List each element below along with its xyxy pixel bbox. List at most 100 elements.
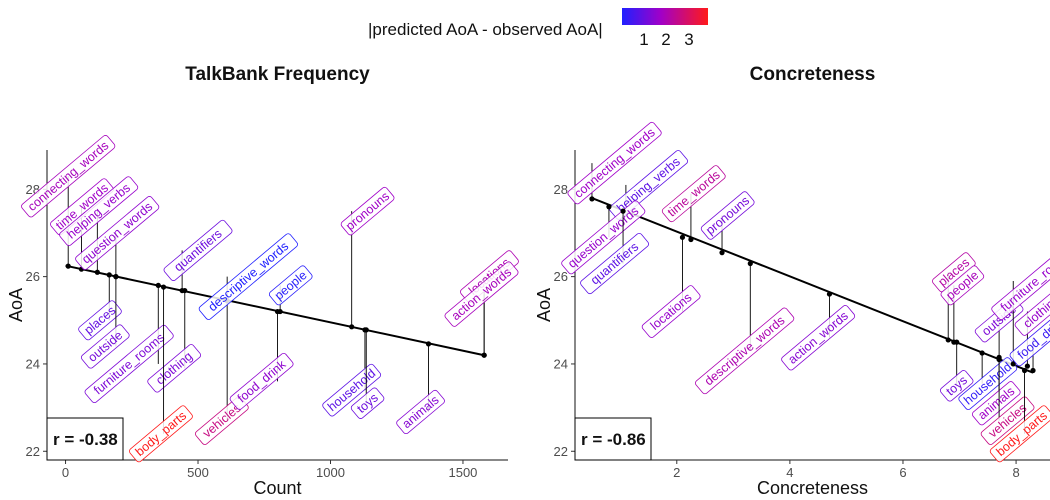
legend-tick-1: 1 bbox=[639, 30, 649, 49]
point-label-box bbox=[84, 324, 174, 403]
point-label-box bbox=[59, 176, 139, 246]
correlation-box-frame bbox=[574, 417, 652, 461]
point-label-text: quantifiers bbox=[171, 227, 224, 275]
point-label: pronouns bbox=[340, 186, 395, 236]
x-tick-label: 500 bbox=[187, 465, 209, 480]
point-label: pronouns bbox=[700, 191, 755, 240]
data-point bbox=[620, 208, 626, 214]
point-label: people bbox=[268, 265, 313, 306]
data-point bbox=[1010, 361, 1016, 367]
x-tick-label: 4 bbox=[786, 465, 793, 480]
chart-title: TalkBank Frequency bbox=[185, 64, 370, 85]
point-label-box bbox=[580, 232, 650, 295]
point-label-text: time_words bbox=[665, 168, 723, 220]
point-label-box bbox=[980, 396, 1035, 445]
data-point bbox=[747, 260, 753, 267]
color-legend: |predicted AoA - observed AoA| 1 2 3 bbox=[0, 0, 1050, 50]
x-tick-label: 8 bbox=[1012, 465, 1019, 480]
point-label-box bbox=[641, 285, 701, 338]
point-label: descriptive_words bbox=[695, 307, 795, 395]
x-tick-label: 1500 bbox=[448, 465, 477, 480]
legend-color-bar bbox=[622, 8, 708, 25]
y-axis-title: AoA bbox=[534, 288, 554, 322]
x-tick-label: 6 bbox=[899, 465, 906, 480]
y-tick-label: 22 bbox=[26, 444, 40, 459]
x-axis-title: Count bbox=[253, 478, 301, 498]
x-axis-title: Concreteness bbox=[757, 478, 868, 498]
data-point bbox=[1021, 367, 1028, 374]
point-label-text: descriptive_words bbox=[702, 313, 788, 388]
data-point bbox=[1024, 363, 1030, 369]
point-label-box bbox=[129, 405, 193, 463]
legend-tick-2: 2 bbox=[661, 30, 671, 49]
point-label-text: action_words bbox=[785, 309, 850, 367]
point-label-box bbox=[700, 191, 755, 240]
data-point bbox=[945, 337, 951, 343]
data-point bbox=[606, 204, 612, 210]
correlation-value: r = -0.86 bbox=[581, 430, 646, 449]
data-point bbox=[182, 287, 188, 294]
point-label-box bbox=[989, 405, 1050, 463]
point-label-box bbox=[198, 233, 298, 320]
legend-tick-3: 3 bbox=[684, 30, 694, 49]
y-tick-label: 26 bbox=[554, 269, 568, 284]
point-label: animals bbox=[396, 389, 445, 435]
point-label-box bbox=[80, 324, 130, 369]
point-label-box bbox=[21, 135, 116, 218]
point-label-box bbox=[75, 196, 160, 270]
point-label-box bbox=[567, 121, 662, 205]
data-point bbox=[996, 356, 1002, 363]
data-point bbox=[719, 250, 725, 256]
data-point bbox=[65, 263, 71, 269]
point-label-text: locations bbox=[648, 290, 695, 332]
point-label-box bbox=[340, 186, 395, 236]
point-label-box bbox=[163, 219, 233, 281]
point-label-text: pronouns bbox=[343, 189, 392, 233]
point-label-box bbox=[991, 241, 1050, 321]
point-label-box bbox=[268, 265, 313, 306]
data-point bbox=[1030, 367, 1036, 374]
point-label-box bbox=[561, 200, 646, 275]
point-label-box bbox=[971, 381, 1021, 426]
point-label: quantifiers bbox=[163, 219, 233, 281]
data-point bbox=[589, 196, 595, 202]
point-label-box bbox=[661, 165, 726, 223]
point-label-box bbox=[444, 261, 519, 327]
legend-title: |predicted AoA - observed AoA| bbox=[368, 20, 603, 39]
point-label-text: animals bbox=[400, 393, 442, 431]
x-tick-label: 1000 bbox=[316, 465, 345, 480]
data-point bbox=[160, 284, 167, 290]
point-label: action_words bbox=[444, 261, 519, 327]
point-label-text: clothing bbox=[153, 349, 195, 387]
point-label-box bbox=[609, 150, 688, 220]
y-tick-label: 22 bbox=[554, 444, 568, 459]
x-tick-label: 2 bbox=[673, 465, 680, 480]
point-label-box bbox=[781, 305, 856, 371]
point-label-box bbox=[229, 352, 294, 410]
data-point bbox=[274, 308, 281, 315]
correlation-box: r = -0.38 bbox=[46, 417, 124, 461]
y-tick-label: 26 bbox=[26, 269, 40, 284]
data-point bbox=[106, 272, 112, 278]
correlation-value: r = -0.38 bbox=[53, 430, 118, 449]
data-point bbox=[979, 350, 985, 356]
data-point bbox=[481, 352, 487, 358]
point-label-box bbox=[939, 370, 974, 402]
correlation-box: r = -0.86 bbox=[574, 417, 652, 461]
y-tick-label: 24 bbox=[554, 356, 568, 371]
point-label-box bbox=[695, 307, 795, 395]
data-point bbox=[113, 274, 119, 280]
regression-line bbox=[591, 197, 1034, 374]
point-label: action_words bbox=[781, 305, 856, 371]
data-point bbox=[363, 327, 369, 333]
point-label-box bbox=[1014, 287, 1050, 336]
data-point bbox=[349, 324, 355, 330]
y-tick-label: 28 bbox=[554, 182, 568, 197]
data-point bbox=[155, 282, 161, 288]
point-label: food_drink bbox=[229, 352, 294, 410]
point-label-box bbox=[396, 389, 445, 435]
point-label-text: body_parts bbox=[133, 409, 189, 459]
